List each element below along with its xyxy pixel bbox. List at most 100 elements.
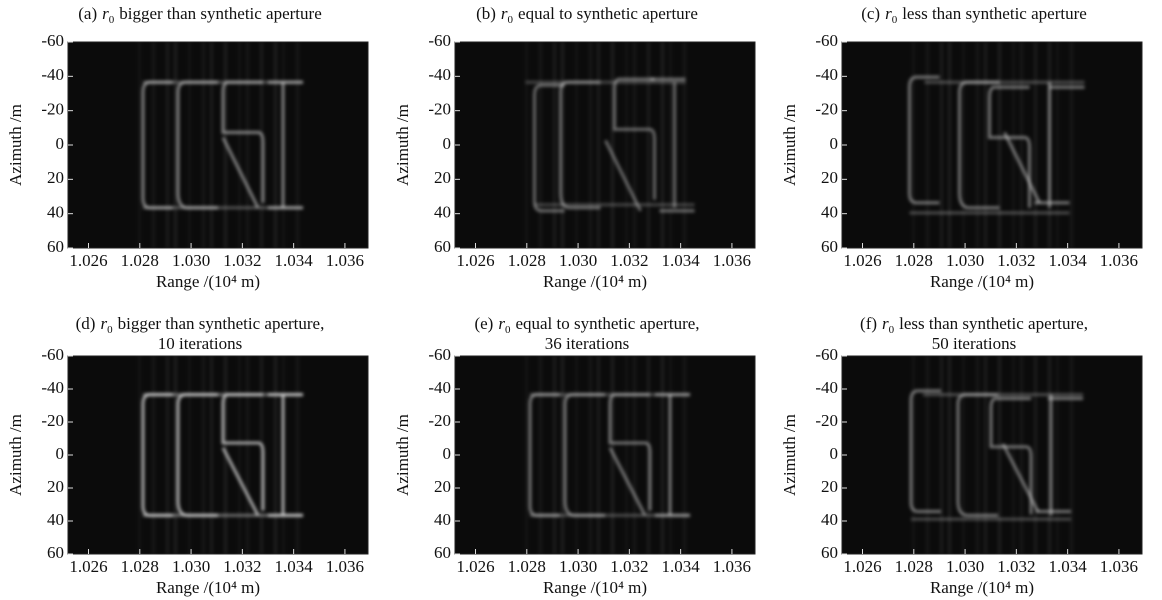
y-tick-label: -60 <box>41 31 64 50</box>
speckle-trace <box>908 75 940 205</box>
y-axis-label: Azimuth /m <box>6 104 25 186</box>
y-tick-label: 20 <box>434 477 451 496</box>
streak <box>188 356 191 554</box>
streak <box>274 356 277 554</box>
x-tick-label: 1.036 <box>326 557 364 576</box>
streak <box>152 42 155 248</box>
y-tick-label: 40 <box>821 510 838 529</box>
y-tick-label: -20 <box>815 411 838 430</box>
streak <box>1012 42 1015 248</box>
streak <box>202 356 205 554</box>
x-tick-label: 1.032 <box>223 251 261 270</box>
speckle-trace <box>989 397 1033 515</box>
title-subscript: 0 <box>505 324 511 336</box>
y-tick-label: 40 <box>47 203 64 222</box>
image-area <box>454 41 756 249</box>
x-tick-label: 1.032 <box>997 251 1035 270</box>
streak <box>274 42 277 248</box>
streak <box>561 42 564 248</box>
speckle-trace <box>608 447 647 517</box>
x-axis-label: Range /(10⁴ m) <box>930 272 1034 291</box>
title-text: bigger than synthetic aperture <box>119 4 322 23</box>
title-text: less than synthetic aperture, <box>899 314 1088 333</box>
streak <box>1034 42 1037 248</box>
y-tick-label: 40 <box>434 510 451 529</box>
image-area <box>454 355 756 555</box>
x-tick-label: 1.034 <box>1049 251 1088 270</box>
streak <box>962 42 965 248</box>
streak <box>202 42 205 248</box>
streak <box>625 356 628 554</box>
title-symbol: r <box>100 314 107 333</box>
y-tick-label: -40 <box>815 378 838 397</box>
x-tick-label: 1.032 <box>610 251 648 270</box>
x-tick-label: 1.028 <box>895 251 933 270</box>
title-subscript: 0 <box>889 324 895 336</box>
streak <box>976 356 979 554</box>
streak <box>1070 42 1073 248</box>
streak <box>296 42 299 248</box>
y-tick-label: 20 <box>434 168 451 187</box>
streak <box>1012 356 1015 554</box>
streak <box>611 42 614 248</box>
speckle-trace <box>1001 443 1040 513</box>
x-tick-label: 1.036 <box>713 251 751 270</box>
x-tick-label: 1.028 <box>895 557 933 576</box>
x-tick-label: 1.034 <box>275 251 314 270</box>
streak <box>647 42 650 248</box>
streak <box>998 42 1001 248</box>
x-tick-label: 1.026 <box>456 557 494 576</box>
streak <box>984 356 987 554</box>
image-content <box>525 42 695 248</box>
title-label: (e) <box>474 314 493 333</box>
streak <box>238 356 241 554</box>
streak <box>188 42 191 248</box>
streak <box>296 356 299 554</box>
y-tick-label: -40 <box>41 378 64 397</box>
title-subscript: 0 <box>508 14 514 26</box>
y-tick-label: 0 <box>56 444 65 463</box>
x-tick-label: 1.030 <box>946 251 984 270</box>
y-tick-label: 0 <box>830 444 839 463</box>
y-tick-label: 0 <box>443 134 452 153</box>
streak <box>940 356 943 554</box>
speckle-trace <box>613 77 656 200</box>
streak <box>166 42 169 248</box>
y-tick-label: 0 <box>56 134 65 153</box>
title-label: (c) <box>861 4 880 23</box>
y-tick-label: 60 <box>47 543 64 562</box>
x-axis-label: Range /(10⁴ m) <box>543 578 647 597</box>
streak <box>1056 42 1059 248</box>
y-tick-label: 0 <box>443 444 452 463</box>
streak <box>1056 356 1059 554</box>
streak <box>998 356 1001 554</box>
x-tick-label: 1.030 <box>559 251 597 270</box>
title-label: (b) <box>476 4 496 23</box>
panel-subtitle: 50 iterations <box>932 334 1017 353</box>
panel-title: (d) r0 bigger than synthetic aperture, <box>76 314 325 336</box>
y-axis-label: Azimuth /m <box>780 104 799 186</box>
x-tick-label: 1.030 <box>172 251 210 270</box>
panel-subtitle: 10 iterations <box>158 334 243 353</box>
streak <box>539 356 542 554</box>
streak <box>669 42 672 248</box>
streak <box>238 42 241 248</box>
y-tick-label: 0 <box>830 134 839 153</box>
image-area <box>67 355 369 555</box>
title-subscript: 0 <box>892 14 898 26</box>
speckle-trace <box>909 389 941 513</box>
title-subscript: 0 <box>109 14 115 26</box>
streak <box>575 42 578 248</box>
y-tick-label: 60 <box>821 543 838 562</box>
x-axis-label: Range /(10⁴ m) <box>156 272 260 291</box>
y-tick-label: 40 <box>434 203 451 222</box>
streak <box>589 356 592 554</box>
streak <box>589 42 592 248</box>
y-tick-label: -20 <box>41 100 64 119</box>
y-tick-label: 60 <box>434 543 451 562</box>
y-tick-label: -20 <box>41 411 64 430</box>
y-tick-label: -20 <box>428 100 451 119</box>
title-symbol: r <box>501 4 508 23</box>
image-content <box>138 356 303 554</box>
